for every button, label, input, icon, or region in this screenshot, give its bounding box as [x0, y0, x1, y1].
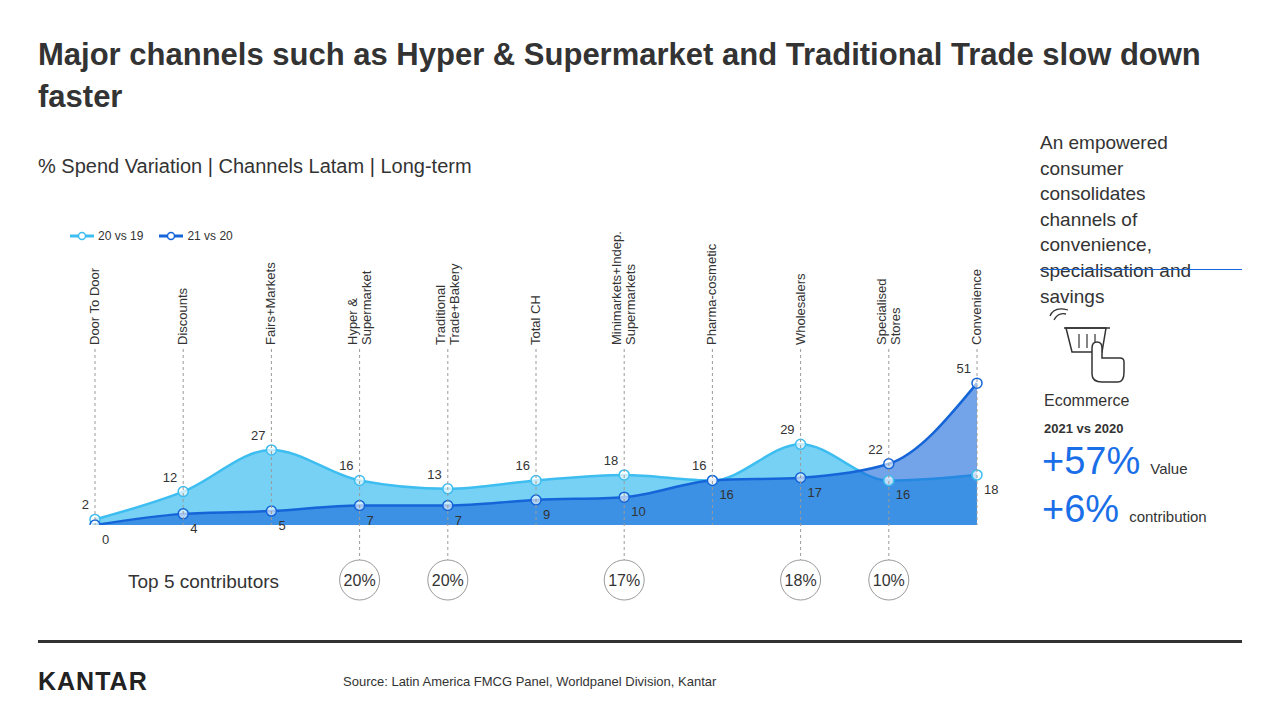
svg-text:17: 17: [808, 485, 822, 500]
svg-text:20%: 20%: [344, 572, 376, 589]
html-text:2021 vs 2020: 2021 vs 2020: [1044, 421, 1124, 436]
html-text:contribution: contribution: [1129, 508, 1207, 525]
html-text:21 vs 20: 21 vs 20: [187, 229, 233, 243]
svg-text:16: 16: [719, 487, 733, 502]
svg-text:10: 10: [631, 504, 645, 519]
html-text:Value: Value: [1150, 460, 1188, 477]
svg-text:18: 18: [984, 482, 998, 497]
svg-text:Discounts: Discounts: [175, 287, 190, 345]
html-text:+57%: +57%: [1042, 440, 1141, 482]
svg-text:7: 7: [455, 513, 462, 528]
html-text:% Spend Variation | Channels L: % Spend Variation | Channels Latam | Lon…: [38, 155, 472, 177]
svg-text:Minimarkets+Indep.Supermarkets: Minimarkets+Indep.Supermarkets: [609, 231, 638, 345]
svg-text:9: 9: [543, 507, 550, 522]
svg-text:13: 13: [427, 467, 441, 482]
html-text:KANTAR: KANTAR: [38, 667, 148, 695]
svg-text:18%: 18%: [785, 572, 817, 589]
svg-text:Wholesalers: Wholesalers: [793, 273, 808, 345]
svg-text:Hyper &Supermarket: Hyper &Supermarket: [345, 270, 374, 345]
svg-text:16: 16: [339, 458, 353, 473]
svg-text:12: 12: [163, 470, 177, 485]
svg-text:16: 16: [896, 487, 910, 502]
svg-text:16: 16: [692, 458, 706, 473]
svg-text:SpecialisedStores: SpecialisedStores: [874, 279, 903, 346]
svg-text:0: 0: [102, 532, 109, 547]
svg-text:20%: 20%: [432, 572, 464, 589]
html-text:An empowered consumer consolid: An empowered consumer consolidates chann…: [1040, 132, 1191, 307]
html-text:Top 5 contributors: Top 5 contributors: [128, 571, 279, 592]
html-text:Source: Latin America FMCG Pan: Source: Latin America FMCG Panel, Worldp…: [343, 674, 717, 689]
svg-text:Convenience: Convenience: [969, 269, 984, 345]
svg-text:Door To Door: Door To Door: [87, 267, 102, 345]
svg-text:51: 51: [957, 361, 971, 376]
svg-text:TraditionalTrade+Bakery: TraditionalTrade+Bakery: [433, 263, 462, 345]
html-text:Ecommerce: Ecommerce: [1044, 392, 1130, 409]
svg-text:Fairs+Markets: Fairs+Markets: [263, 262, 278, 345]
svg-text:27: 27: [251, 428, 265, 443]
svg-text:16: 16: [516, 458, 530, 473]
svg-text:29: 29: [780, 422, 794, 437]
svg-text:10%: 10%: [873, 572, 905, 589]
svg-text:Pharma-cosmetic: Pharma-cosmetic: [704, 243, 719, 345]
svg-text:18: 18: [604, 453, 618, 468]
svg-text:Total CH: Total CH: [528, 295, 543, 345]
svg-text:5: 5: [278, 518, 285, 533]
svg-text:2: 2: [82, 497, 89, 512]
svg-text:22: 22: [868, 442, 882, 457]
svg-text:7: 7: [367, 513, 374, 528]
svg-text:17%: 17%: [608, 572, 640, 589]
html-text:20 vs 19: 20 vs 19: [98, 229, 144, 243]
html-text:+6%: +6%: [1042, 488, 1120, 530]
html-text:Major channels such as Hyper &: Major channels such as Hyper & Supermark…: [38, 37, 1201, 114]
svg-text:4: 4: [190, 521, 197, 536]
